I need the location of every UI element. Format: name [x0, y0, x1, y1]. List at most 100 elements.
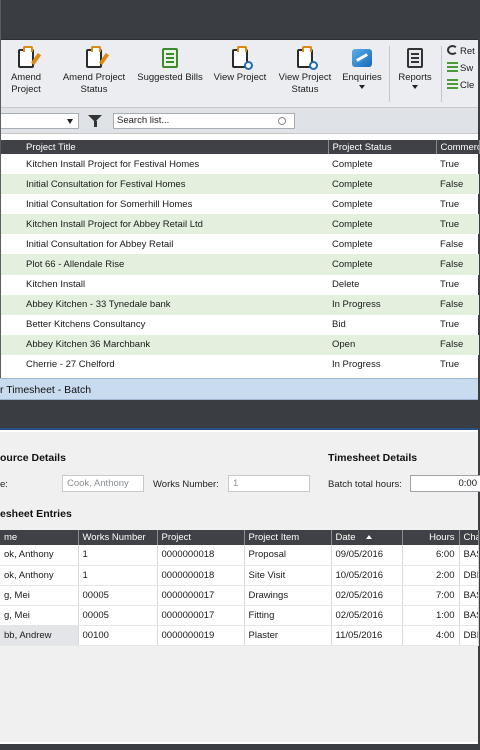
reports-icon — [404, 47, 426, 69]
project-cell: 0000000017 — [157, 605, 245, 626]
col-name[interactable]: me — [0, 530, 79, 545]
works-number-field[interactable]: 1 — [228, 475, 310, 492]
amend-project-icon — [15, 46, 42, 69]
filter-icon[interactable] — [88, 115, 102, 127]
col-project-item[interactable]: Project Item — [244, 530, 332, 545]
project-title-cell: Abbey Kitchen - 33 Tynedale bank — [1, 294, 328, 315]
timesheet-window-title[interactable]: r Timesheet - Batch — [0, 378, 478, 400]
project-title-cell: Kitchen Install Project for Festival Hom… — [26, 158, 200, 170]
refresh-button[interactable]: Ret — [447, 44, 480, 60]
col-project-title[interactable]: Project Title — [1, 140, 329, 154]
col-works-number[interactable]: Works Number — [78, 530, 158, 545]
project-title-cell: Kitchen Install Project for Abbey Retail… — [1, 214, 328, 235]
reports-button[interactable]: Reports — [393, 44, 437, 104]
project-title-cell: Plot 66 - Allendale Rise — [1, 254, 328, 275]
col-charge[interactable]: Cha — [459, 530, 479, 545]
table-row[interactable]: Better Kitchens Consultancy Bid True — [1, 315, 479, 335]
project-status-cell: Delete — [332, 279, 360, 291]
view-project-button[interactable]: View Project — [209, 44, 271, 104]
reports-label: Reports — [398, 72, 432, 83]
search-placeholder: Search list... — [117, 115, 170, 126]
timesheet-batch-window: r Timesheet - Batch ource Details Timesh… — [0, 378, 480, 750]
view-project-status-button[interactable]: View Project Status — [273, 44, 337, 104]
table-row[interactable]: Kitchen Install Delete True — [1, 275, 479, 295]
commercial-cell: False — [436, 334, 479, 355]
project-title-cell: Better Kitchens Consultancy — [26, 319, 146, 331]
timesheet-ribbon-area — [0, 400, 478, 430]
works-number-label: Works Number: — [153, 479, 219, 490]
name-cell: g, Mei — [0, 585, 79, 606]
table-row[interactable]: Abbey Kitchen 36 Marchbank Open False — [1, 334, 479, 355]
table-row[interactable]: ok, Anthony 1 0000000018 Proposal 09/05/… — [0, 545, 479, 566]
view-project-status-label: View Project Status — [278, 72, 332, 95]
project-item-cell: Plaster — [244, 625, 332, 646]
ribbon-separator-2 — [441, 46, 442, 102]
commercial-cell: True — [440, 319, 460, 331]
works-number-cell: 1 — [78, 545, 158, 566]
resource-label: e: — [0, 479, 8, 490]
name-cell: ok, Anthony — [0, 545, 79, 566]
col-project-status[interactable]: Project Status — [328, 140, 437, 154]
table-row[interactable]: g, Mei 00005 0000000017 Fitting 02/05/20… — [0, 605, 479, 626]
search-icon[interactable] — [278, 117, 286, 125]
suggested-bills-button[interactable]: Suggested Bills — [131, 44, 209, 104]
commercial-cell: False — [436, 174, 479, 195]
search-input[interactable]: Search list... — [113, 113, 295, 129]
batch-total-hours-field[interactable]: 0:00 — [410, 475, 480, 492]
enquiries-dropdown-arrow-icon — [359, 85, 365, 89]
resource-details-heading: ource Details — [0, 452, 66, 464]
project-status-cell: In Progress — [332, 359, 381, 371]
col-commercial[interactable]: Commerc — [436, 140, 480, 154]
table-row[interactable]: Initial Consultation for Somerhill Homes… — [1, 194, 479, 214]
table-row[interactable]: Kitchen Install Project for Festival Hom… — [1, 154, 479, 174]
project-status-cell: Complete — [332, 158, 373, 170]
name-cell: bb, Andrew — [0, 625, 79, 646]
table-row[interactable]: ok, Anthony 1 0000000018 Site Visit 10/0… — [0, 565, 479, 586]
table-row[interactable]: g, Mei 00005 0000000017 Drawings 02/05/2… — [0, 585, 479, 606]
commercial-cell: False — [436, 254, 479, 275]
project-item-cell: Site Visit — [244, 565, 332, 586]
project-title-cell: Initial Consultation for Somerhill Homes — [26, 198, 193, 210]
date-cell: 10/05/2016 — [331, 565, 403, 586]
works-number-cell: 00005 — [78, 605, 158, 626]
project-status-cell: Complete — [328, 254, 436, 275]
clear-button[interactable]: Cle — [447, 78, 480, 94]
table-row[interactable]: Plot 66 - Allendale Rise Complete False — [1, 254, 479, 275]
clear-icon — [447, 79, 458, 89]
reports-dropdown-arrow-icon — [412, 85, 418, 89]
view-selector-dropdown[interactable] — [1, 113, 79, 129]
col-hours[interactable]: Hours — [402, 530, 460, 545]
project-cell: 0000000019 — [157, 625, 245, 646]
col-date-label: Date — [335, 532, 356, 543]
charge-cell: BAS — [459, 585, 479, 606]
table-row[interactable]: bb, Andrew 00100 0000000019 Plaster 11/0… — [0, 625, 479, 646]
amend-project-button[interactable]: Amend Project — [0, 44, 57, 104]
date-cell: 11/05/2016 — [331, 625, 403, 646]
enquiries-label: Enquiries — [342, 72, 382, 83]
commercial-cell: True — [440, 359, 460, 371]
project-title-cell: Cherrie - 27 Chelford — [26, 359, 115, 371]
charge-cell: BAS — [459, 545, 479, 566]
view-project-status-icon — [294, 46, 318, 70]
table-row[interactable]: Kitchen Install Project for Abbey Retail… — [1, 214, 479, 235]
col-project[interactable]: Project — [157, 530, 245, 545]
refresh-icon — [447, 45, 458, 55]
project-list-window: Amend Project Amend Project Status Sugge… — [0, 0, 478, 378]
timesheet-table-header: me Works Number Project Project Item Dat… — [0, 530, 479, 545]
col-date[interactable]: Date — [331, 530, 403, 545]
suggested-bills-icon — [159, 47, 181, 69]
project-cell: 0000000018 — [157, 565, 245, 586]
table-row[interactable]: Abbey Kitchen - 33 Tynedale bank In Progr… — [1, 294, 479, 315]
commercial-cell: False — [440, 238, 464, 250]
enquiries-button[interactable]: Enquiries — [337, 44, 387, 104]
ribbon-separator — [389, 46, 390, 102]
app-title-bar — [1, 0, 478, 40]
table-row[interactable]: Initial Consultation for Abbey Retail Com… — [1, 234, 479, 254]
switch-button[interactable]: Sw — [447, 61, 480, 77]
resource-name-field[interactable]: Cook, Anthony — [62, 475, 144, 492]
table-row[interactable]: Cherrie - 27 Chelford In Progress True — [1, 355, 479, 375]
table-row[interactable]: Initial Consultation for Festival Homes C… — [1, 174, 479, 195]
commercial-cell: True — [440, 279, 460, 291]
project-table: Project Title Project Status Commerc Kit… — [1, 140, 480, 375]
amend-project-status-button[interactable]: Amend Project Status — [59, 44, 129, 104]
